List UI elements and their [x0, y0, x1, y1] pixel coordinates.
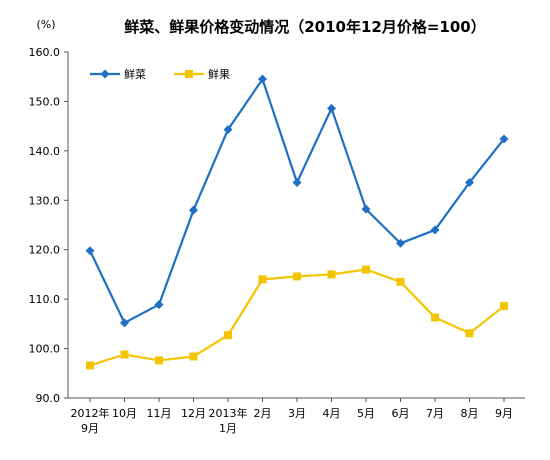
- x-tick-label: 11月: [147, 407, 172, 420]
- axes: 90.0 100.0 110.0 120.0 130.0 140.0 150.0 160.0 2…: [29, 46, 525, 435]
- legend-label: 鲜菜: [124, 67, 146, 81]
- y-tick-label: 100.0: [29, 343, 61, 356]
- data-point-square: [362, 265, 370, 274]
- data-point-square: [224, 331, 232, 340]
- data-point-diamond: [465, 177, 474, 187]
- legend-item-1: 鲜菜: [90, 67, 146, 81]
- x-tick-label: 8月: [461, 407, 479, 420]
- x-tick-label: 2012年: [71, 406, 110, 420]
- data-point-square: [189, 352, 198, 361]
- data-point-diamond: [396, 238, 405, 248]
- data-point-square: [86, 361, 94, 370]
- data-point-diamond: [223, 125, 233, 135]
- data-point-square: [293, 272, 301, 281]
- x-tick-label: 2月: [254, 407, 272, 420]
- data-point-square: [155, 356, 163, 365]
- legend: 鲜菜 鲜果: [90, 67, 230, 81]
- x-tick-label: 9月: [81, 422, 99, 435]
- legend-label: 鲜果: [208, 67, 230, 81]
- x-tick-label: 7月: [426, 407, 444, 420]
- data-point-diamond: [258, 74, 267, 84]
- y-tick-label: 160.0: [29, 46, 61, 59]
- y-axis-unit-label: (%): [36, 18, 55, 31]
- data-point-diamond: [327, 103, 336, 113]
- series-line: [89, 78, 505, 324]
- data-point-diamond: [85, 246, 95, 256]
- x-tick-label: 4月: [323, 407, 341, 420]
- y-tick-label: 140.0: [29, 145, 61, 158]
- legend-marker-square: [185, 70, 193, 78]
- data-point-diamond: [499, 134, 509, 144]
- data-point-diamond: [430, 225, 440, 235]
- series-2: [86, 265, 508, 370]
- data-point-square: [327, 270, 336, 279]
- data-point-diamond: [292, 177, 302, 187]
- y-tick-label: 110.0: [29, 293, 61, 306]
- x-tick-label: 12月: [181, 407, 206, 420]
- data-point-diamond: [154, 300, 164, 310]
- data-point-square: [396, 277, 405, 286]
- data-point-diamond: [361, 204, 371, 214]
- series-1: [85, 74, 509, 328]
- x-tick-label: 3月: [288, 407, 306, 420]
- data-point-square: [465, 329, 474, 338]
- y-tick-label: 120.0: [29, 244, 61, 257]
- y-tick-label: 90.0: [36, 392, 61, 405]
- x-tick-label: 5月: [357, 407, 375, 420]
- x-tick-label: 10月: [112, 407, 137, 420]
- legend-item-2: 鲜果: [174, 67, 230, 81]
- x-tick-label: 6月: [392, 407, 410, 420]
- data-point-square: [120, 350, 129, 359]
- series-line: [89, 268, 505, 367]
- y-tick-label: 130.0: [29, 194, 61, 207]
- data-point-square: [500, 302, 508, 311]
- x-tick-label: 1月: [219, 422, 237, 435]
- data-point-diamond: [120, 318, 129, 328]
- legend-marker-diamond: [100, 69, 110, 79]
- x-tick-label: 9月: [495, 407, 513, 420]
- data-point-square: [258, 275, 267, 284]
- y-tick-label: 150.0: [29, 95, 61, 108]
- data-point-square: [431, 313, 439, 322]
- data-point-diamond: [189, 205, 198, 215]
- x-tick-label: 2013年: [209, 406, 248, 420]
- chart-title: 鲜菜、鲜果价格变动情况（2010年12月价格=100）: [124, 18, 486, 36]
- series-layer: [85, 74, 509, 370]
